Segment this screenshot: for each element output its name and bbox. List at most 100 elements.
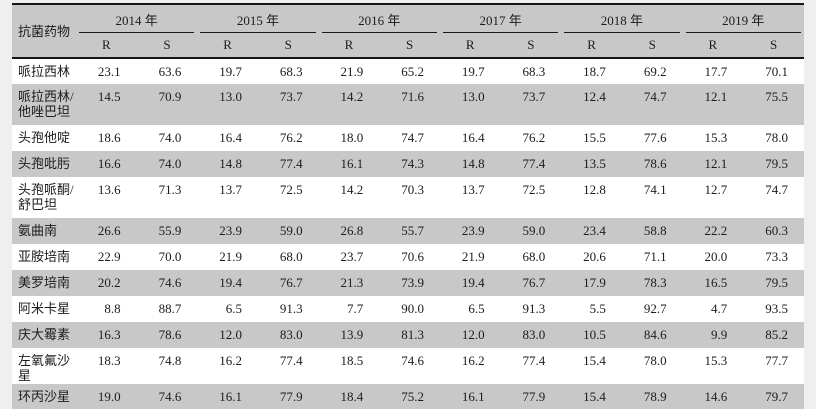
value-cell: 16.1 <box>318 151 380 177</box>
table-row: 哌拉西林 23.1 63.6 19.7 68.3 21.9 65.2 19.7 … <box>12 58 804 84</box>
value-cell: 13.5 <box>561 151 622 177</box>
value-cell: 81.3 <box>379 322 440 348</box>
value-cell: 70.1 <box>743 58 804 84</box>
value-cell: 17.7 <box>682 58 744 84</box>
drug-name: 美罗培南 <box>12 270 76 296</box>
value-cell: 12.0 <box>439 322 501 348</box>
drug-name: 左氧氟沙星 <box>12 348 76 384</box>
value-cell: 15.4 <box>561 348 622 384</box>
value-cell: 12.4 <box>561 84 622 125</box>
value-cell: 78.3 <box>621 270 683 296</box>
year-label: 2019 年 <box>685 8 801 33</box>
value-cell: 60.3 <box>743 218 804 244</box>
year-label: 2016 年 <box>321 8 437 33</box>
value-cell: 14.6 <box>682 384 744 409</box>
value-cell: 58.8 <box>621 218 683 244</box>
value-cell: 16.4 <box>439 125 501 151</box>
value-cell: 76.2 <box>257 125 319 151</box>
drug-name: 庆大霉素 <box>12 322 76 348</box>
value-cell: 20.2 <box>76 270 137 296</box>
value-cell: 69.2 <box>621 58 683 84</box>
col-header-s: S <box>257 33 319 59</box>
value-cell: 74.1 <box>621 177 683 218</box>
value-cell: 74.8 <box>136 348 198 384</box>
value-cell: 22.9 <box>76 244 137 270</box>
value-cell: 13.7 <box>197 177 258 218</box>
col-header-r: R <box>439 33 501 59</box>
value-cell: 73.3 <box>743 244 804 270</box>
value-cell: 77.4 <box>257 348 319 384</box>
value-cell: 12.1 <box>682 84 744 125</box>
value-cell: 72.5 <box>500 177 562 218</box>
value-cell: 26.8 <box>318 218 380 244</box>
value-cell: 70.6 <box>379 244 440 270</box>
value-cell: 71.1 <box>621 244 683 270</box>
value-cell: 22.2 <box>682 218 744 244</box>
drug-name: 阿米卡星 <box>12 296 76 322</box>
drug-column-header: 抗菌药物 <box>12 4 76 59</box>
value-cell: 79.5 <box>743 151 804 177</box>
col-header-r: R <box>197 33 258 59</box>
value-cell: 21.9 <box>197 244 258 270</box>
value-cell: 83.0 <box>257 322 319 348</box>
value-cell: 13.0 <box>197 84 258 125</box>
page: 抗菌药物 2014 年 2015 年 2016 年 2017 年 2018 年 … <box>0 3 816 409</box>
year-header-2016: 2016 年 <box>318 4 440 33</box>
value-cell: 70.0 <box>136 244 198 270</box>
value-cell: 68.3 <box>500 58 562 84</box>
value-cell: 18.3 <box>76 348 137 384</box>
value-cell: 74.7 <box>743 177 804 218</box>
year-header-2015: 2015 年 <box>197 4 319 33</box>
value-cell: 20.0 <box>682 244 744 270</box>
value-cell: 13.7 <box>439 177 501 218</box>
value-cell: 70.3 <box>379 177 440 218</box>
col-header-r: R <box>76 33 137 59</box>
table-header: 抗菌药物 2014 年 2015 年 2016 年 2017 年 2018 年 … <box>12 4 804 59</box>
value-cell: 78.0 <box>621 348 683 384</box>
value-cell: 74.0 <box>136 125 198 151</box>
value-cell: 70.9 <box>136 84 198 125</box>
value-cell: 73.9 <box>379 270 440 296</box>
table-row: 氨曲南 26.6 55.9 23.9 59.0 26.8 55.7 23.9 5… <box>12 218 804 244</box>
value-cell: 12.1 <box>682 151 744 177</box>
value-cell: 77.4 <box>257 151 319 177</box>
value-cell: 90.0 <box>379 296 440 322</box>
year-header-2019: 2019 年 <box>682 4 804 33</box>
value-cell: 91.3 <box>500 296 562 322</box>
value-cell: 19.7 <box>197 58 258 84</box>
col-header-r: R <box>561 33 622 59</box>
value-cell: 84.6 <box>621 322 683 348</box>
col-header-r: R <box>682 33 744 59</box>
value-cell: 73.7 <box>257 84 319 125</box>
value-cell: 6.5 <box>439 296 501 322</box>
value-cell: 55.7 <box>379 218 440 244</box>
col-header-s: S <box>500 33 562 59</box>
value-cell: 23.7 <box>318 244 380 270</box>
value-cell: 93.5 <box>743 296 804 322</box>
value-cell: 74.7 <box>379 125 440 151</box>
value-cell: 16.5 <box>682 270 744 296</box>
value-cell: 74.7 <box>621 84 683 125</box>
year-label: 2017 年 <box>442 8 559 33</box>
value-cell: 73.7 <box>500 84 562 125</box>
year-header-2014: 2014 年 <box>76 4 198 33</box>
value-cell: 74.3 <box>379 151 440 177</box>
value-cell: 14.8 <box>197 151 258 177</box>
value-cell: 13.0 <box>439 84 501 125</box>
value-cell: 21.9 <box>318 58 380 84</box>
value-cell: 18.0 <box>318 125 380 151</box>
drug-name: 哌拉西林 <box>12 58 76 84</box>
value-cell: 88.7 <box>136 296 198 322</box>
drug-name: 氨曲南 <box>12 218 76 244</box>
year-header-2017: 2017 年 <box>439 4 562 33</box>
value-cell: 15.5 <box>561 125 622 151</box>
value-cell: 19.7 <box>439 58 501 84</box>
year-label: 2018 年 <box>564 8 680 33</box>
value-cell: 6.5 <box>197 296 258 322</box>
value-cell: 68.3 <box>257 58 319 84</box>
value-cell: 4.7 <box>682 296 744 322</box>
table-body: 哌拉西林 23.1 63.6 19.7 68.3 21.9 65.2 19.7 … <box>12 58 804 409</box>
value-cell: 14.2 <box>318 84 380 125</box>
value-cell: 77.4 <box>500 151 562 177</box>
value-cell: 79.5 <box>743 270 804 296</box>
